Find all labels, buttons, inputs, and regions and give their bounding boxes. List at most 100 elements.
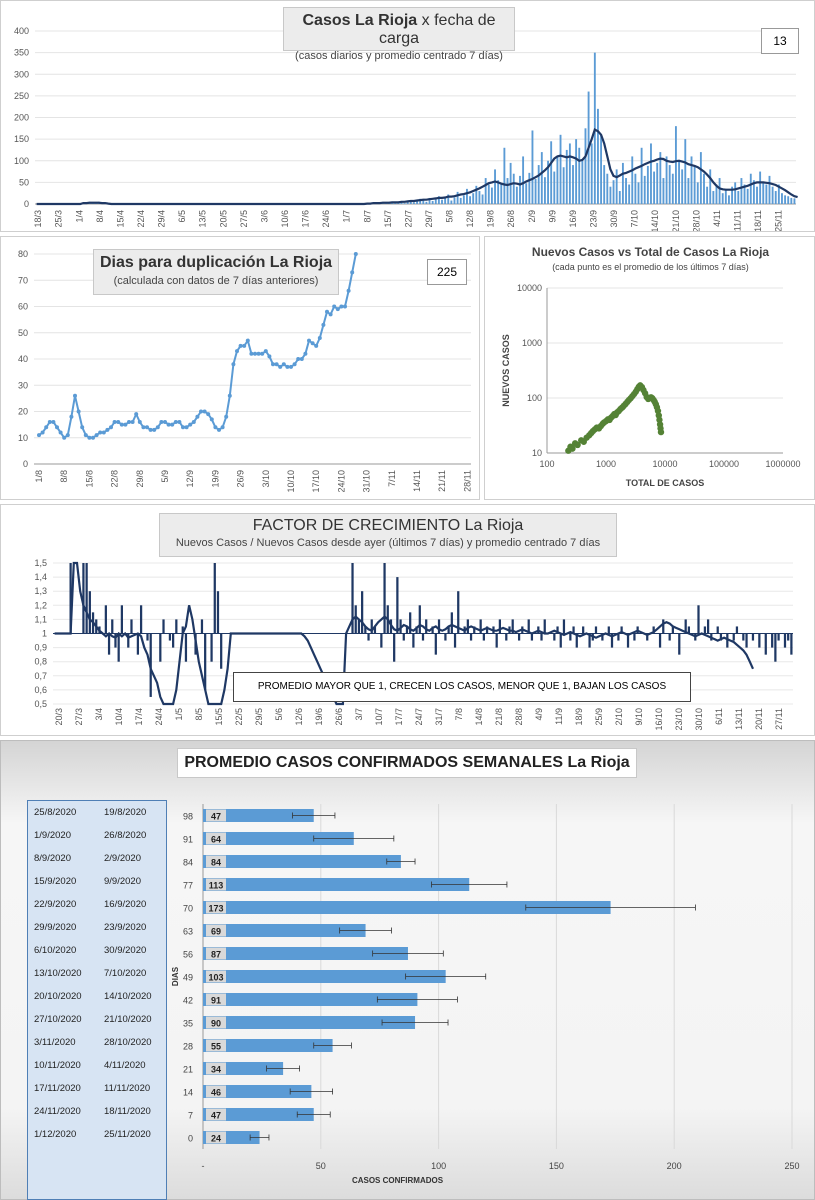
daily-bar [525, 183, 528, 204]
x-tick-label: 10/4 [114, 708, 124, 726]
growth-bar [159, 633, 162, 662]
doubling-days-chart: 0 10 20 30 40 50 60 70 80 1/8 8/8 15/8 22/8 29/8 5/9 12… [18, 249, 472, 493]
daily-bar [425, 201, 428, 204]
x-tick-label: 28/11 [462, 470, 472, 492]
doubling-point [101, 430, 106, 435]
doubling-point [343, 304, 347, 309]
daily-bar [490, 187, 493, 204]
doubling-point [116, 420, 121, 424]
x-tick-label: 8/5 [194, 708, 204, 721]
x-tick-label: 5/9 [160, 470, 170, 483]
date-end: 1/9/2020 [34, 830, 71, 841]
daily-bar [441, 199, 443, 204]
category-label: 84 [183, 858, 193, 868]
x-tick-label: 25/9 [594, 708, 604, 726]
daily-bar [609, 186, 612, 204]
x-tick-label: 21/8 [494, 708, 504, 726]
doubling-point [253, 351, 257, 356]
x-tick-label: 26/6 [334, 708, 344, 726]
category-label: 21 [183, 1065, 193, 1075]
daily-cases-title-rest: x fecha de carga [378, 12, 496, 47]
doubling-point [213, 425, 218, 430]
daily-bar [484, 178, 487, 204]
doubling-point [325, 309, 329, 314]
daily-bar [790, 197, 793, 204]
x-tick-label: 31/10 [362, 470, 372, 493]
growth-bar [437, 619, 441, 634]
value-label-bg [206, 1085, 226, 1098]
x-tick-label: 8/7 [362, 210, 372, 223]
growth-bar [716, 626, 719, 634]
weekly-average-chart: -50 100 150 200 2504798649184841137717370696… [171, 804, 800, 1185]
daily-bar [743, 184, 746, 204]
doubling-point [94, 433, 99, 438]
growth-factor-subtitle: Nuevos Casos / Nuevos Casos desde ayer (… [175, 537, 601, 549]
doubling-point [231, 362, 236, 367]
daily-bar [584, 128, 587, 204]
growth-bar [706, 619, 710, 634]
doubling-days-subtitle: (calculada con datos de 7 días anteriore… [113, 275, 319, 287]
growth-bar [505, 633, 508, 641]
x-tick-label: 13/11 [734, 708, 744, 730]
growth-bar [658, 633, 662, 648]
growth-bar [527, 619, 530, 634]
value-label: 55 [211, 1042, 221, 1052]
x-tick-label: 18/9 [574, 708, 584, 726]
scatter-point [657, 428, 665, 436]
doubling-point [69, 414, 74, 419]
y-tick-label: 0,6 [34, 685, 47, 695]
daily-bar [469, 196, 472, 204]
doubling-days-title: Dias para duplicación La Rioja [99, 254, 333, 271]
y-tick-label: 80 [18, 249, 28, 259]
date-end: 17/11/2020 [34, 1083, 81, 1094]
growth-bar [559, 633, 562, 648]
growth-bar [469, 633, 473, 641]
growth-bar [607, 626, 610, 634]
daily-bar [494, 169, 496, 204]
growth-bar [511, 619, 514, 634]
daily-bar [777, 184, 780, 204]
daily-bar [690, 156, 693, 204]
x-tick-label: 27/11 [774, 708, 784, 730]
daily-bar [543, 177, 546, 204]
x-tick-label: 25/3 [54, 210, 64, 228]
daily-bar [793, 198, 796, 204]
date-start: 2/9/2020 [104, 853, 141, 864]
date-end: 29/9/2020 [34, 922, 77, 933]
growth-bar [370, 619, 373, 634]
y-axis-title: DIAS [171, 966, 180, 986]
growth-bar [393, 633, 396, 662]
doubling-point [274, 362, 279, 367]
doubling-point [137, 420, 142, 424]
doubling-point [339, 304, 344, 309]
daily-bar [406, 201, 409, 204]
growth-bar [354, 605, 357, 634]
growth-bar [479, 619, 482, 634]
growth-bar [582, 626, 585, 634]
date-start: 9/9/2020 [104, 876, 141, 887]
daily-bar [625, 178, 627, 204]
x-tick-label: - [202, 1161, 205, 1171]
growth-bar [495, 633, 498, 648]
doubling-point [217, 427, 221, 432]
x-tick-label: 17/7 [394, 708, 404, 726]
daily-bar [731, 186, 733, 204]
doubling-point [55, 425, 59, 430]
daily-bar [428, 197, 431, 204]
date-start: 14/10/2020 [104, 991, 152, 1002]
x-tick-label: 18/3 [33, 210, 43, 228]
doubling-point [332, 304, 337, 309]
date-start: 18/11/2020 [104, 1106, 151, 1117]
x-tick-label: 11/11 [732, 210, 742, 231]
date-end: 6/10/2020 [34, 945, 77, 956]
growth-bar [684, 619, 687, 634]
growth-bar [617, 633, 620, 641]
x-tick-label: 2/9 [527, 210, 537, 223]
x-tick-label: 17/10 [311, 470, 321, 493]
daily-bar [437, 196, 440, 204]
doubling-point [317, 336, 322, 340]
date-end: 27/10/2020 [34, 1014, 82, 1025]
daily-bar [703, 173, 705, 204]
growth-bar [601, 633, 604, 641]
daily-bar [687, 178, 690, 204]
